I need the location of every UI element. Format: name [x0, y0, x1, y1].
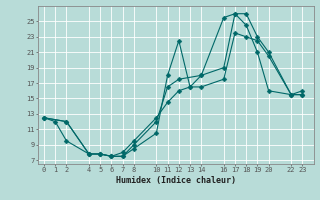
X-axis label: Humidex (Indice chaleur): Humidex (Indice chaleur): [116, 176, 236, 185]
